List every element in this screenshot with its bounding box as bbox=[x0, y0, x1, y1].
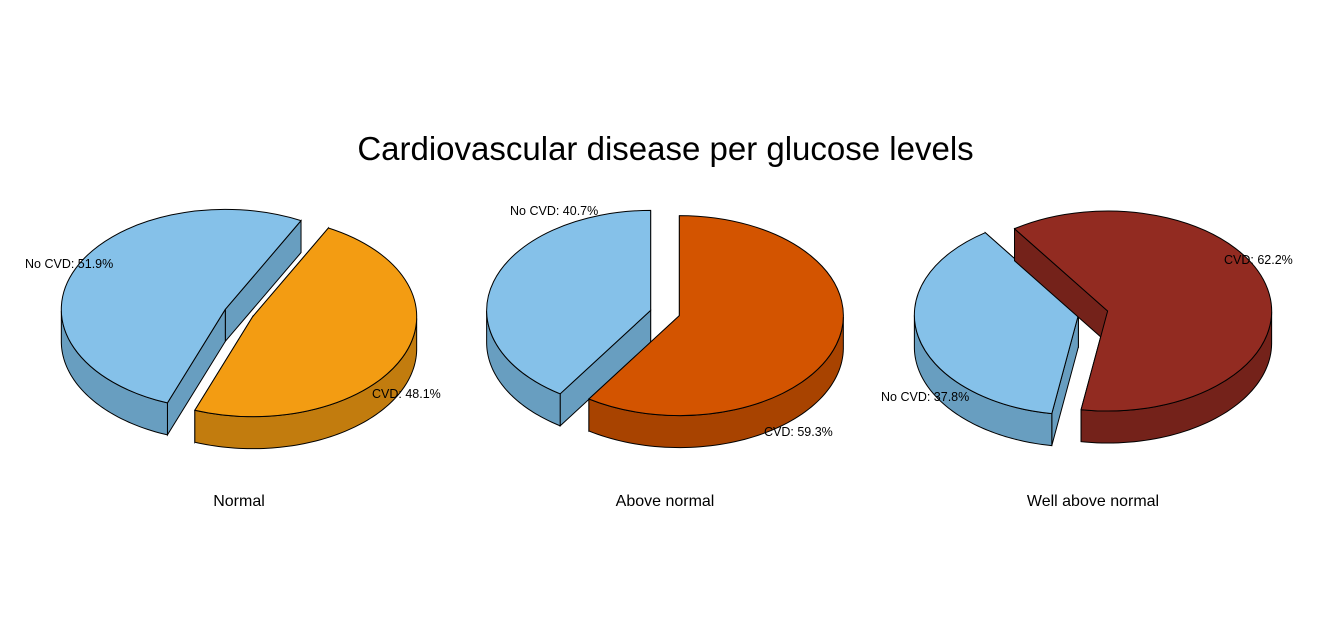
slice-label: No CVD: 51.9% bbox=[25, 257, 113, 271]
pie-slice-1 bbox=[60, 208, 302, 437]
chart-title: Cardiovascular disease per glucose level… bbox=[357, 130, 974, 167]
pie-slice-top bbox=[486, 209, 652, 395]
pie-chart-1: No CVD: 51.9% CVD: 48.1% Normal bbox=[25, 208, 441, 510]
slice-label: CVD: 59.3% bbox=[764, 425, 833, 439]
pie-subtitle: Normal bbox=[213, 493, 265, 510]
pie-slice-top bbox=[60, 208, 302, 404]
pie-chart-2: No CVD: 40.7% CVD: 59.3% Above normal bbox=[486, 204, 844, 510]
pie-slice-top bbox=[1013, 210, 1273, 412]
slice-label: CVD: 62.2% bbox=[1224, 253, 1293, 267]
slice-label: No CVD: 37.8% bbox=[881, 390, 969, 404]
pie-chart-3: No CVD: 37.8% CVD: 62.2% Well above normal bbox=[881, 210, 1293, 510]
pie-subtitle: Above normal bbox=[616, 493, 715, 510]
pie-slice-2 bbox=[1013, 210, 1273, 444]
pie-slice-top bbox=[194, 227, 418, 418]
slice-label: CVD: 48.1% bbox=[372, 387, 441, 401]
pie-slice-top bbox=[587, 215, 844, 417]
pie-slice-2 bbox=[194, 226, 418, 450]
pie-subtitle: Well above normal bbox=[1027, 493, 1159, 510]
pie-slice-2 bbox=[587, 215, 844, 449]
pie-slice-1 bbox=[486, 209, 652, 427]
pie-slice-top bbox=[913, 232, 1079, 415]
pie-slice-1 bbox=[913, 231, 1079, 447]
slice-label: No CVD: 40.7% bbox=[510, 204, 598, 218]
